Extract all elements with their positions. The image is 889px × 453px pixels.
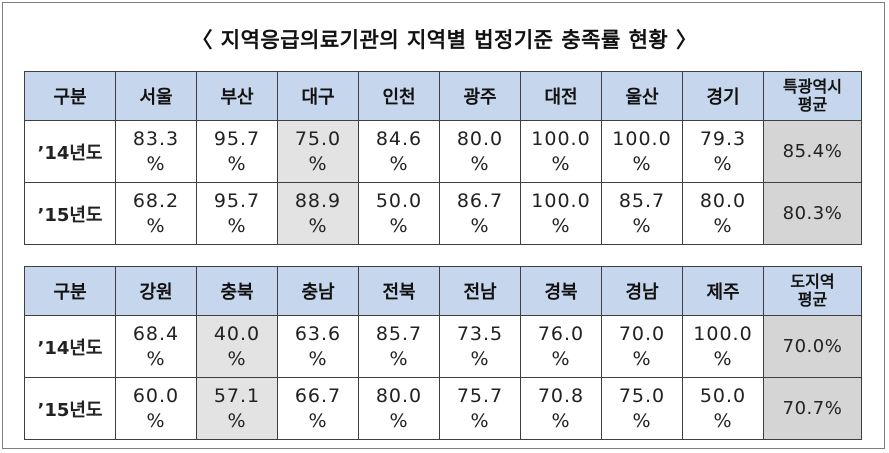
- cell-gyeongnam-2015: 75.0%: [601, 377, 683, 440]
- cell-chungbuk-2015: 57.1%: [196, 377, 278, 440]
- header-metro-average: 특광역시 평균: [763, 71, 862, 121]
- cell-jeju-2014: 100.0%: [682, 315, 764, 378]
- header-gangwon: 강원: [115, 266, 197, 316]
- header-daegu: 대구: [277, 71, 359, 121]
- cell-ulsan-2015: 85.7%: [601, 182, 683, 245]
- header-province-average-line1: 도지역: [790, 272, 835, 291]
- header-jeonbuk: 전북: [358, 266, 440, 316]
- cell-daejeon-2014: 100.0%: [520, 120, 602, 183]
- header-province-average-line2: 평균: [797, 290, 828, 309]
- cell-metro-average-2015: 80.3%: [763, 182, 862, 245]
- row-label: ’14년도: [24, 315, 116, 378]
- header-incheon: 인천: [358, 71, 440, 121]
- metro-row-2015: ’15년도 68.2% 95.7% 88.9% 50.0% 86.7% 100.…: [24, 182, 862, 245]
- cell-busan-2014: 95.7%: [196, 120, 278, 183]
- cell-province-average-2014: 70.0%: [763, 315, 862, 378]
- cell-jeonbuk-2014: 85.7%: [358, 315, 440, 378]
- cell-chungnam-2014: 63.6%: [277, 315, 359, 378]
- cell-seoul-2014: 83.3%: [115, 120, 197, 183]
- header-gyeongbuk: 경북: [520, 266, 602, 316]
- province-header-row: 구분 강원 충북 충남 전북 전남 경북 경남 제주 도지역 평균: [24, 266, 862, 316]
- province-row-2015: ’15년도 60.0% 57.1% 66.7% 80.0% 75.7% 70.8…: [24, 377, 862, 440]
- header-seoul: 서울: [115, 71, 197, 121]
- header-metro-average-line2: 평균: [797, 95, 828, 114]
- cell-gyeonggi-2015: 80.0%: [682, 182, 764, 245]
- figure-title: 〈 지역응급의료기관의 지역별 법정기준 충족률 현황 〉: [191, 28, 698, 52]
- cell-gangwon-2014: 68.4%: [115, 315, 197, 378]
- cell-chungnam-2015: 66.7%: [277, 377, 359, 440]
- cell-jeju-2015: 50.0%: [682, 377, 764, 440]
- province-row-2014: ’14년도 68.4% 40.0% 63.6% 85.7% 73.5% 76.0…: [24, 315, 862, 378]
- province-table: 구분 강원 충북 충남 전북 전남 경북 경남 제주 도지역 평균 ’14년도 …: [24, 266, 862, 440]
- cell-chungbuk-2014: 40.0%: [196, 315, 278, 378]
- row-label: ’15년도: [24, 182, 116, 245]
- cell-incheon-2014: 84.6%: [358, 120, 440, 183]
- cell-metro-average-2014: 85.4%: [763, 120, 862, 183]
- row-label: ’14년도: [24, 120, 116, 183]
- cell-gyeongnam-2014: 70.0%: [601, 315, 683, 378]
- cell-ulsan-2014: 100.0%: [601, 120, 683, 183]
- cell-gyeonggi-2014: 79.3%: [682, 120, 764, 183]
- header-gyeongnam: 경남: [601, 266, 683, 316]
- header-jeju: 제주: [682, 266, 764, 316]
- cell-gyeongbuk-2014: 76.0%: [520, 315, 602, 378]
- cell-jeonbuk-2015: 80.0%: [358, 377, 440, 440]
- cell-province-average-2015: 70.7%: [763, 377, 862, 440]
- cell-gwangju-2015: 86.7%: [439, 182, 521, 245]
- cell-jeonnam-2015: 75.7%: [439, 377, 521, 440]
- header-chungnam: 충남: [277, 266, 359, 316]
- cell-gwangju-2014: 80.0%: [439, 120, 521, 183]
- header-gyeonggi: 경기: [682, 71, 764, 121]
- header-ulsan: 울산: [601, 71, 683, 121]
- header-category: 구분: [24, 71, 116, 121]
- header-metro-average-line1: 특광역시: [783, 77, 842, 96]
- header-category: 구분: [24, 266, 116, 316]
- cell-seoul-2015: 68.2%: [115, 182, 197, 245]
- metro-header-row: 구분 서울 부산 대구 인천 광주 대전 울산 경기 특광역시 평균: [24, 71, 862, 121]
- cell-gangwon-2015: 60.0%: [115, 377, 197, 440]
- cell-daegu-2014: 75.0%: [277, 120, 359, 183]
- cell-gyeongbuk-2015: 70.8%: [520, 377, 602, 440]
- cell-incheon-2015: 50.0%: [358, 182, 440, 245]
- metro-table: 구분 서울 부산 대구 인천 광주 대전 울산 경기 특광역시 평균 ’14년도…: [24, 71, 862, 245]
- header-busan: 부산: [196, 71, 278, 121]
- cell-daegu-2015: 88.9%: [277, 182, 359, 245]
- metro-row-2014: ’14년도 83.3% 95.7% 75.0% 84.6% 80.0% 100.…: [24, 120, 862, 183]
- row-label: ’15년도: [24, 377, 116, 440]
- header-chungbuk: 충북: [196, 266, 278, 316]
- header-jeonnam: 전남: [439, 266, 521, 316]
- header-gwangju: 광주: [439, 71, 521, 121]
- cell-busan-2015: 95.7%: [196, 182, 278, 245]
- header-province-average: 도지역 평균: [763, 266, 862, 316]
- header-daejeon: 대전: [520, 71, 602, 121]
- cell-daejeon-2015: 100.0%: [520, 182, 602, 245]
- cell-jeonnam-2014: 73.5%: [439, 315, 521, 378]
